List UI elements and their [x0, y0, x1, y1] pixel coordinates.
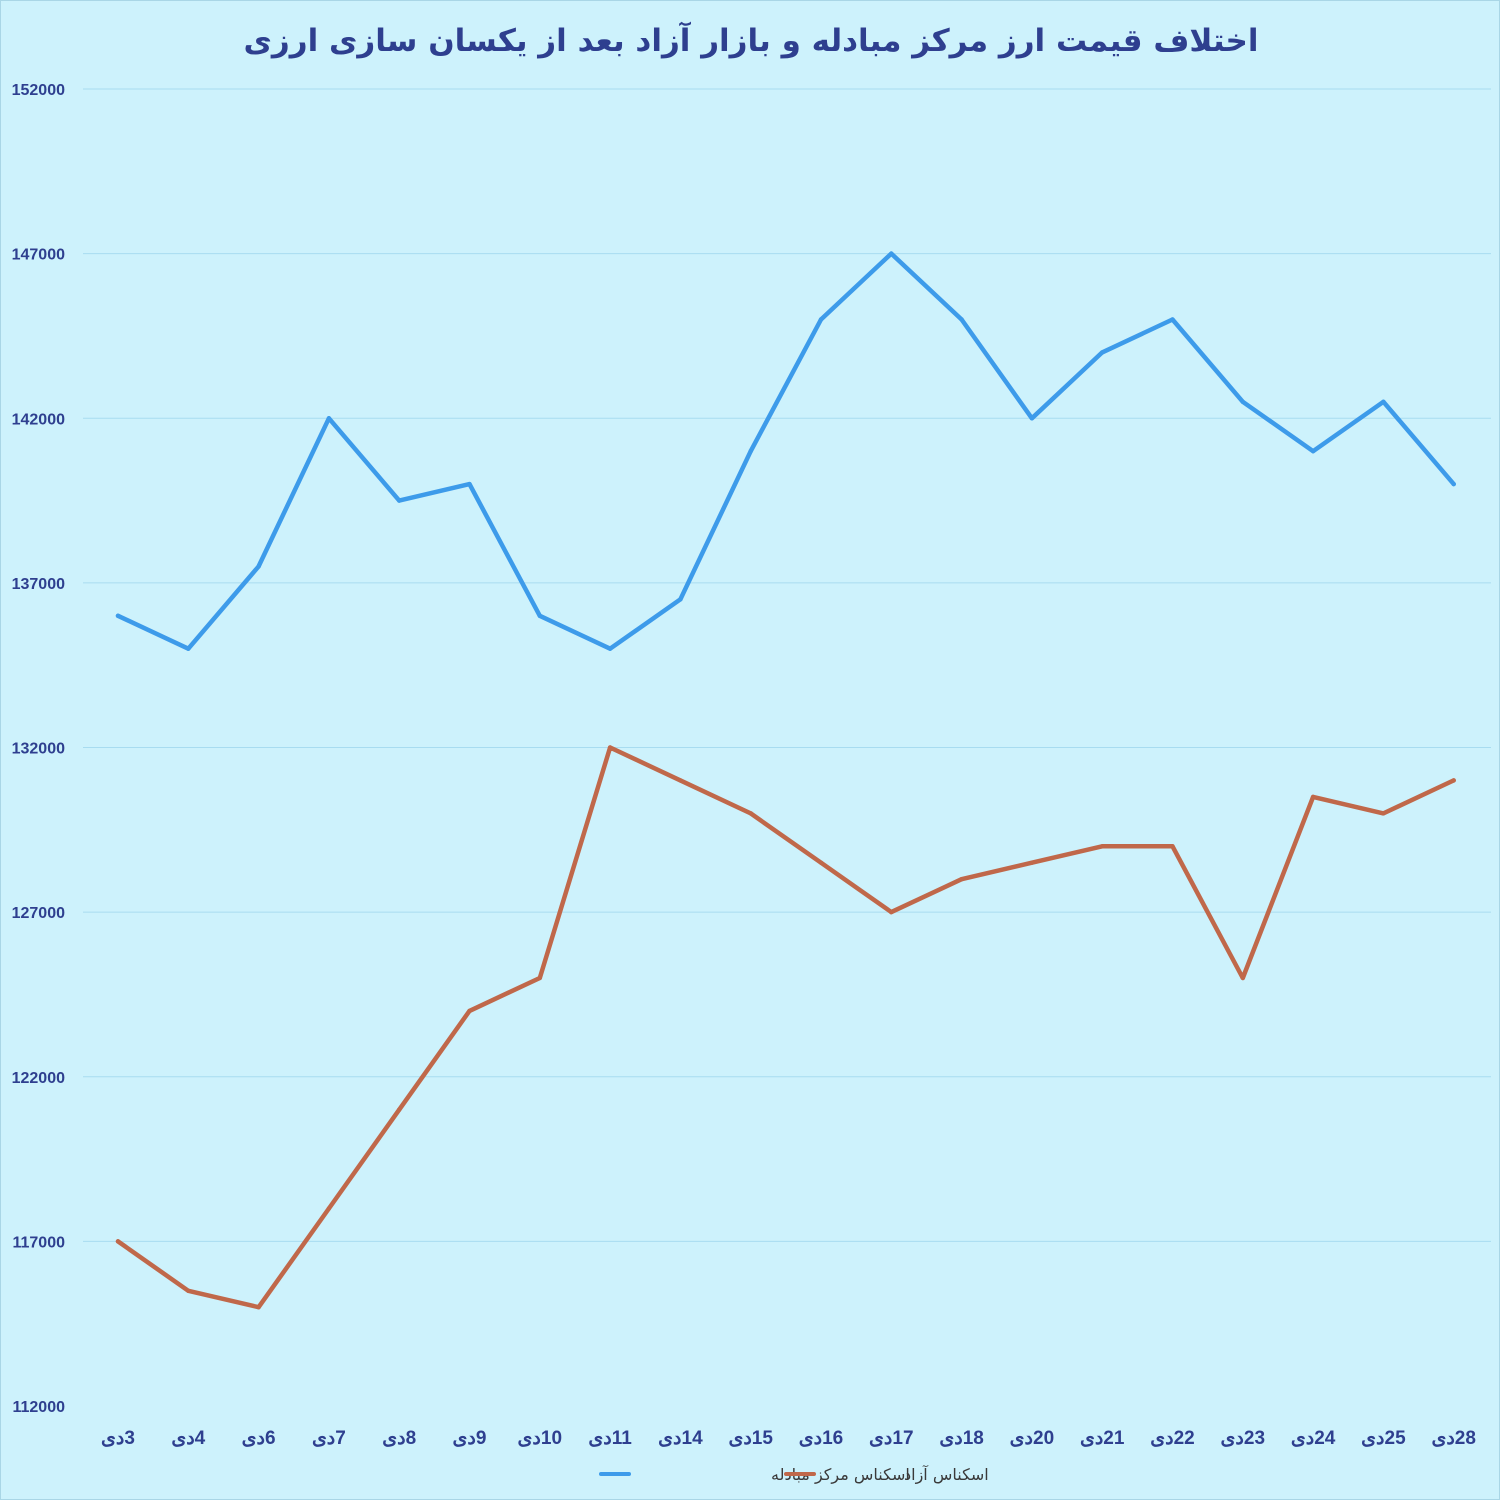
series-line-0 — [115, 251, 1456, 651]
x-axis-ticks: 3دی 4دی 6دی 7دی 8دی 9دی 10دی 11دی 14دی 15دی 16دی 17… — [101, 1428, 1476, 1449]
x-tick-label: 3دی — [101, 1428, 135, 1449]
y-tick-label: 137000 — [12, 576, 65, 593]
x-tick-label: 11دی — [588, 1428, 632, 1449]
y-tick-label: 147000 — [12, 247, 65, 264]
data-point — [1100, 350, 1105, 355]
x-tick-label: 7دی — [312, 1428, 346, 1449]
data-point — [959, 317, 964, 322]
data-point — [607, 646, 613, 651]
data-point — [537, 613, 542, 618]
x-tick-label: 10دی — [518, 1428, 562, 1449]
data-point — [537, 975, 542, 981]
data-point — [959, 877, 964, 882]
data-point — [678, 597, 683, 602]
x-tick-label: 6دی — [242, 1428, 276, 1449]
y-tick-label: 127000 — [12, 905, 65, 922]
data-point — [1240, 399, 1246, 404]
data-point — [1029, 860, 1035, 865]
x-tick-label: 14دی — [658, 1428, 703, 1449]
x-tick-label: 4دی — [171, 1428, 205, 1449]
data-point — [1451, 778, 1456, 783]
data-point — [818, 317, 824, 322]
series-lines — [115, 251, 1456, 1310]
data-point — [748, 811, 753, 816]
data-point — [256, 564, 261, 569]
y-tick-label: 117000 — [12, 1234, 65, 1251]
y-tick-label: 142000 — [12, 411, 65, 428]
x-tick-label: 24دی — [1291, 1428, 1336, 1449]
data-point — [889, 909, 894, 915]
series-line-1 — [115, 745, 1456, 1310]
x-tick-label: 28دی — [1431, 1428, 1475, 1449]
x-tick-label: 22دی — [1150, 1428, 1194, 1449]
data-point — [326, 1206, 332, 1211]
x-tick-label: 23دی — [1221, 1428, 1265, 1449]
x-tick-label: 16دی — [799, 1428, 843, 1449]
data-point — [1310, 794, 1316, 800]
data-point — [186, 1288, 191, 1293]
y-tick-label: 132000 — [12, 741, 65, 758]
data-point — [115, 1239, 121, 1244]
data-point — [889, 251, 894, 256]
data-point — [818, 860, 824, 865]
data-point — [115, 613, 121, 618]
chart-title: اختلاف قیمت ارز مرکز مبادله و بازار آزاد… — [244, 21, 1259, 59]
data-point — [1100, 844, 1105, 849]
y-tick-label: 112000 — [12, 1399, 65, 1416]
data-point — [607, 745, 613, 750]
data-point — [1451, 481, 1456, 487]
gridlines — [83, 88, 1491, 1242]
x-tick-label: 17دی — [869, 1428, 913, 1449]
data-point — [1170, 844, 1175, 849]
x-tick-label: 21دی — [1080, 1428, 1125, 1449]
data-point — [326, 416, 332, 421]
x-tick-label: 9دی — [453, 1428, 487, 1449]
data-point — [467, 1008, 472, 1014]
data-point — [397, 1107, 402, 1112]
data-point — [467, 481, 472, 487]
legend-label-0: اسکناس مرکز مبادله — [771, 1465, 910, 1485]
data-point — [256, 1305, 261, 1310]
x-tick-label: 18دی — [939, 1428, 983, 1449]
y-axis-ticks: 112000 117000 122000 127000 132000 137000 1420… — [12, 82, 65, 1416]
y-tick-label: 152000 — [12, 82, 65, 99]
data-point — [1240, 975, 1246, 981]
x-tick-label: 8دی — [382, 1428, 416, 1449]
x-tick-label: 25دی — [1361, 1428, 1406, 1449]
data-point — [1381, 811, 1386, 816]
x-tick-label: 20دی — [1010, 1428, 1054, 1449]
x-tick-label: 15دی — [728, 1428, 773, 1449]
y-tick-label: 122000 — [12, 1070, 65, 1087]
data-point — [1170, 317, 1175, 322]
data-point — [678, 778, 683, 783]
data-point — [1310, 448, 1316, 454]
data-point — [1029, 416, 1035, 421]
legend-label-1: اسکناس آزاد — [904, 1465, 989, 1485]
data-point — [186, 646, 191, 651]
data-point — [748, 448, 753, 454]
data-point — [1381, 399, 1386, 404]
data-point — [397, 498, 402, 503]
